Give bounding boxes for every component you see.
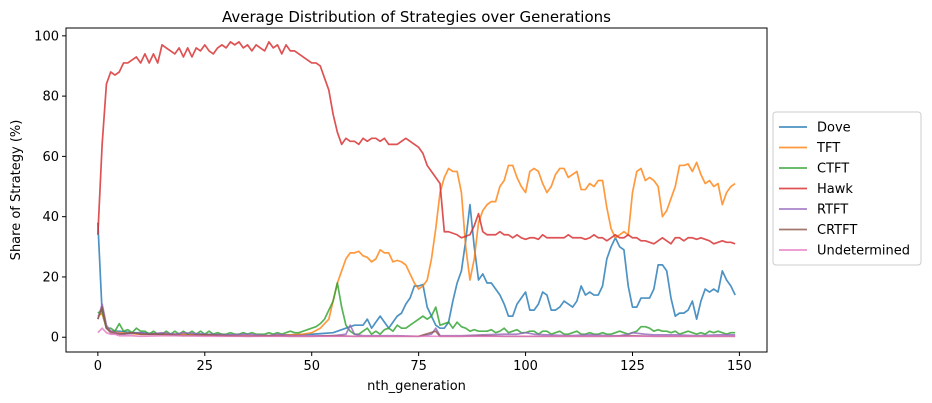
x-tick-label: 100 bbox=[513, 359, 538, 374]
x-axis-ticks: 0 25 50 75 100 125 150 bbox=[94, 352, 752, 374]
legend-frame bbox=[772, 111, 922, 266]
x-tick-label: 25 bbox=[197, 359, 214, 374]
chart-title: Average Distribution of Strategies over … bbox=[222, 8, 611, 26]
series-line-undetermined bbox=[97, 327, 736, 338]
y-axis-ticks: 0 20 40 60 80 100 bbox=[34, 29, 66, 346]
legend-label-crtft: CRTFT bbox=[817, 223, 857, 238]
series-line-tft bbox=[97, 161, 736, 337]
x-axis-label: nth_generation bbox=[367, 379, 466, 394]
y-axis-label: Share of Strategy (%) bbox=[9, 120, 24, 261]
legend-label-dove: Dove bbox=[817, 121, 851, 136]
y-tick-label: 60 bbox=[42, 150, 59, 165]
legend-label-undetermined: Undetermined bbox=[817, 244, 910, 259]
series-line-hawk bbox=[97, 41, 736, 245]
series-line-dove bbox=[97, 203, 736, 337]
x-tick-label: 125 bbox=[620, 359, 645, 374]
x-tick-label: 75 bbox=[410, 359, 427, 374]
legend: Dove TFT CTFT Hawk RTFT CRTFT Undetermined bbox=[772, 111, 922, 266]
legend-label-tft: TFT bbox=[816, 141, 840, 156]
y-tick-label: 0 bbox=[51, 331, 59, 346]
y-tick-label: 20 bbox=[42, 270, 59, 285]
x-tick-label: 50 bbox=[303, 359, 320, 374]
series-lines bbox=[97, 41, 736, 338]
plot-frame bbox=[65, 27, 768, 353]
y-tick-label: 80 bbox=[42, 90, 59, 105]
legend-label-rtft: RTFT bbox=[817, 203, 848, 218]
y-tick-label: 40 bbox=[42, 210, 59, 225]
plot-area bbox=[65, 27, 768, 353]
legend-label-hawk: Hawk bbox=[817, 182, 853, 197]
legend-label-ctft: CTFT bbox=[817, 162, 849, 177]
y-tick-label: 100 bbox=[34, 29, 59, 44]
x-tick-label: 0 bbox=[94, 359, 102, 374]
x-tick-label: 150 bbox=[727, 359, 752, 374]
